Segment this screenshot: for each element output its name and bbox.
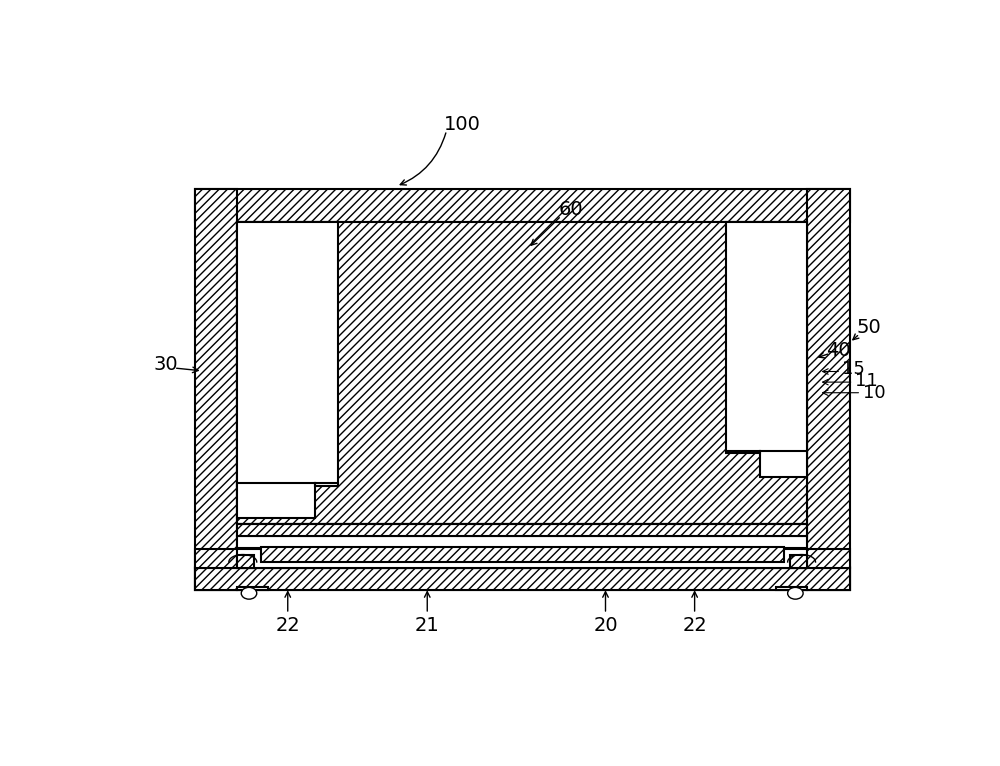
Bar bbox=[760, 450, 807, 477]
Polygon shape bbox=[237, 555, 254, 568]
Circle shape bbox=[241, 588, 257, 599]
Bar bbox=[237, 588, 268, 591]
Polygon shape bbox=[790, 555, 807, 568]
Text: 10: 10 bbox=[863, 384, 885, 401]
Bar bbox=[237, 483, 315, 519]
Text: 100: 100 bbox=[444, 115, 481, 134]
Bar bbox=[237, 221, 338, 486]
Text: 30: 30 bbox=[154, 355, 178, 374]
Bar bbox=[237, 536, 807, 548]
Bar bbox=[237, 524, 807, 536]
Bar bbox=[237, 549, 807, 568]
Text: 60: 60 bbox=[559, 201, 584, 219]
Circle shape bbox=[788, 588, 803, 599]
Text: 50: 50 bbox=[857, 319, 881, 337]
Bar bbox=[195, 567, 850, 591]
Text: 21: 21 bbox=[415, 616, 440, 635]
Bar bbox=[195, 189, 237, 591]
Text: 22: 22 bbox=[275, 616, 300, 635]
Bar bbox=[195, 549, 850, 568]
Text: 22: 22 bbox=[682, 616, 707, 635]
Bar bbox=[195, 189, 850, 221]
Bar bbox=[726, 221, 807, 453]
Text: 20: 20 bbox=[593, 616, 618, 635]
Bar bbox=[237, 221, 807, 524]
Text: 15: 15 bbox=[842, 360, 865, 378]
Bar bbox=[195, 568, 850, 591]
Bar bbox=[776, 588, 807, 591]
Bar bbox=[261, 547, 784, 562]
Text: 11: 11 bbox=[855, 372, 878, 390]
Bar bbox=[807, 189, 850, 591]
Text: 40: 40 bbox=[826, 341, 850, 360]
